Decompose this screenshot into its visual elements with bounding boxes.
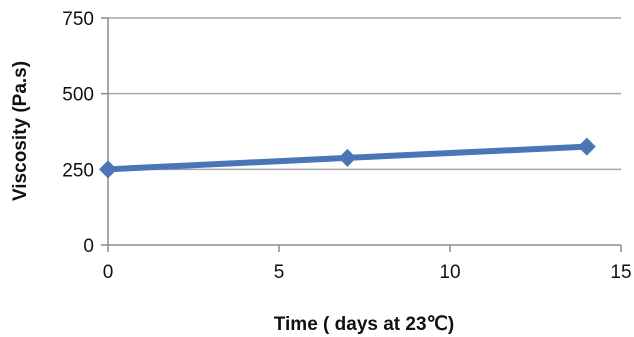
x-tick-label-1: 5 bbox=[274, 262, 285, 283]
series-group bbox=[99, 137, 596, 179]
y-tick-label-2: 500 bbox=[62, 85, 94, 106]
y-tick-label-0: 0 bbox=[83, 236, 94, 257]
data-point-2 bbox=[577, 137, 596, 156]
data-point-1 bbox=[338, 148, 357, 167]
y-tick-label-1: 250 bbox=[62, 160, 94, 181]
y-tick-label-3: 750 bbox=[62, 9, 94, 30]
x-axis-title: Time ( days at 23℃) bbox=[274, 314, 454, 335]
y-axis-title: Viscosity (Pa.s) bbox=[10, 61, 31, 201]
x-tick-label-3: 15 bbox=[610, 262, 631, 283]
y-tick-labels: 0 250 500 750 bbox=[62, 9, 94, 257]
data-point-0 bbox=[99, 160, 117, 179]
x-tick-labels: 0 5 10 15 bbox=[103, 262, 632, 283]
x-tick-label-2: 10 bbox=[439, 262, 460, 283]
gridlines bbox=[108, 17, 621, 171]
axes bbox=[101, 17, 622, 252]
x-tick-label-0: 0 bbox=[103, 262, 114, 283]
